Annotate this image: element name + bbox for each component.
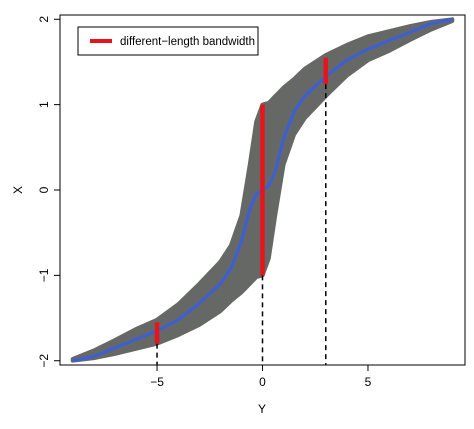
y-tick-label: 0 xyxy=(37,186,51,193)
y-tick-label: −2 xyxy=(37,354,51,368)
bandwidth-segments xyxy=(154,57,329,344)
x-tick-label: −5 xyxy=(150,375,164,389)
x-tick-label: 5 xyxy=(365,375,372,389)
x-tick-label: 0 xyxy=(259,375,266,389)
y-tick-label: 2 xyxy=(37,16,51,23)
dashed-guides xyxy=(156,84,327,365)
x-axis-title: Y xyxy=(258,402,266,416)
legend-label: different−length bandwidth xyxy=(120,36,255,48)
legend: different−length bandwidth xyxy=(77,26,259,56)
y-axis: −2 −1 0 1 2 xyxy=(37,16,60,368)
y-tick-label: 1 xyxy=(37,101,51,108)
x-axis: −5 0 5 xyxy=(150,365,372,389)
y-axis-title: X xyxy=(11,186,25,194)
y-tick-label: −1 xyxy=(37,268,51,282)
